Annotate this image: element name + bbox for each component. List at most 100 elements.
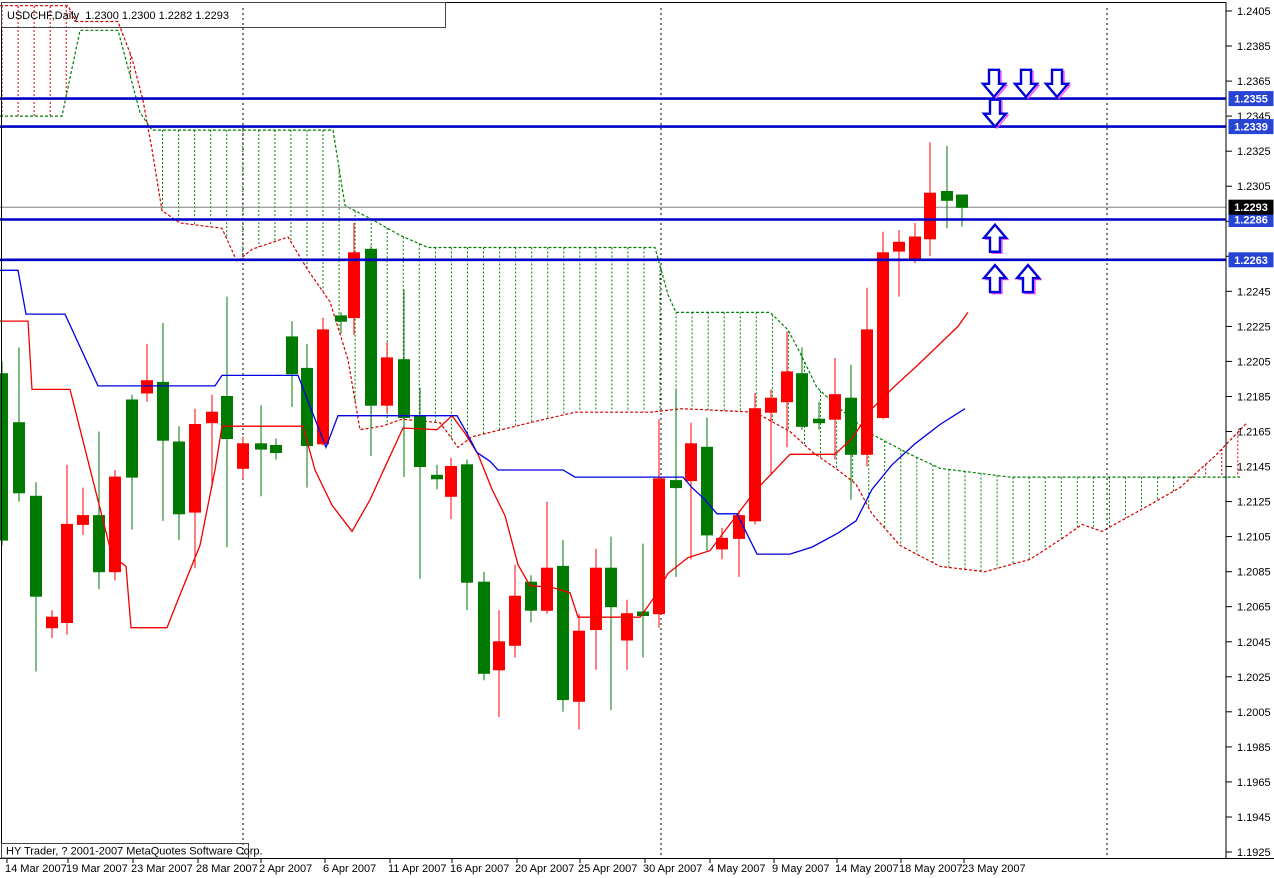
price-level-badge — [1228, 199, 1274, 215]
down-arrow-icon[interactable] — [980, 68, 1008, 99]
down-arrow-icon[interactable] — [1012, 68, 1040, 99]
candle-bear — [431, 474, 443, 480]
candle-bear — [398, 359, 410, 419]
price-tick-label: 1.2025 — [1237, 672, 1271, 684]
candle-bear — [301, 367, 313, 446]
candle-bear — [13, 422, 25, 494]
date-tick-label: 30 Apr 2007 — [643, 863, 702, 875]
down-arrow-icon[interactable] — [1043, 68, 1071, 99]
up-arrow-icon[interactable] — [1014, 263, 1042, 294]
candle-bear — [30, 495, 42, 597]
candle-bull — [381, 357, 393, 406]
date-tick-label: 11 Apr 2007 — [388, 863, 447, 875]
candle-bull — [909, 236, 921, 259]
price-tick-label: 1.2005 — [1237, 707, 1271, 719]
candle-bull — [493, 641, 505, 671]
candle-bull — [61, 523, 73, 624]
candle-bull — [109, 476, 121, 573]
candle-bear — [845, 397, 857, 455]
price-tick-label: 1.1945 — [1237, 812, 1271, 824]
candles-layer — [0, 142, 968, 730]
price-tick-label: 1.1925 — [1237, 847, 1271, 859]
date-tick-label: 18 May 2007 — [899, 863, 963, 875]
tenkan-sen — [0, 312, 969, 629]
price-level-badge-label: 1.2339 — [1234, 122, 1268, 134]
period-separators — [242, 8, 1108, 858]
date-tick-label: 20 Apr 2007 — [515, 863, 574, 875]
candle-bear — [557, 565, 569, 701]
candle-bear — [478, 581, 490, 674]
candle-bear — [605, 567, 617, 608]
candle-bull — [861, 329, 873, 455]
price-tick-label: 1.2065 — [1237, 602, 1271, 614]
tenkan-sen-line — [0, 312, 969, 629]
title-box — [1, 2, 446, 28]
candle-bull — [924, 192, 936, 240]
price-tick-label: 1.2385 — [1237, 41, 1271, 53]
candle-bull — [317, 329, 329, 445]
price-tick-label: 1.2085 — [1237, 567, 1271, 579]
price-level-badge — [1228, 252, 1274, 268]
candle-bear — [701, 446, 713, 536]
candle-bear — [461, 464, 473, 583]
chart-title: USDCHF,Daily 1.2300 1.2300 1.2282 1.2293 — [7, 10, 229, 22]
date-tick-label: 14 Mar 2007 — [5, 863, 67, 875]
price-axis: 1.24051.23851.23651.23451.23251.23051.22… — [1, 2, 1274, 859]
price-tick-label: 1.2245 — [1237, 286, 1271, 298]
candle-bull — [716, 537, 728, 550]
candle-bear — [414, 415, 426, 468]
price-tick-label: 1.2045 — [1237, 637, 1271, 649]
price-level-badge — [1228, 91, 1274, 107]
price-tick-label: 1.2205 — [1237, 356, 1271, 368]
candle-bull — [206, 411, 218, 424]
candle-bull — [509, 595, 521, 646]
kijun-sen-line — [0, 269, 966, 555]
price-tick-label: 1.2365 — [1237, 76, 1271, 88]
ichimoku-cloud — [0, 5, 1248, 573]
price-tick-label: 1.2185 — [1237, 392, 1271, 404]
horizontal-levels — [0, 97, 1226, 262]
candle-bull — [685, 443, 697, 482]
copyright-label: HY Trader, ? 2001-2007 MetaQuotes Softwa… — [6, 846, 263, 858]
candle-bear — [941, 191, 953, 201]
down-arrow-icon[interactable] — [981, 98, 1009, 129]
candle-bull — [621, 613, 633, 641]
candle-bear — [173, 441, 185, 515]
candle-bear — [670, 480, 682, 489]
copyright-box — [1, 843, 249, 859]
candle-bull — [749, 408, 761, 522]
candle-bear — [126, 399, 138, 478]
date-tick-label: 6 Apr 2007 — [323, 863, 376, 875]
candle-bull — [590, 567, 602, 631]
senkou-span-a-line — [0, 5, 1248, 573]
date-tick-label: 14 May 2007 — [835, 863, 899, 875]
candle-bear — [93, 515, 105, 573]
price-level-badge-label: 1.2286 — [1234, 215, 1268, 227]
price-tick-label: 1.2145 — [1237, 462, 1271, 474]
candle-bull — [237, 443, 249, 469]
candle-bear — [956, 194, 968, 208]
date-tick-label: 2 Apr 2007 — [259, 863, 312, 875]
date-tick-label: 28 Mar 2007 — [196, 863, 258, 875]
candle-bear — [335, 315, 347, 322]
price-tick-label: 1.2305 — [1237, 181, 1271, 193]
candle-bull — [445, 466, 457, 497]
candle-bull — [348, 252, 360, 319]
candle-bear — [813, 418, 825, 424]
price-tick-label: 1.2105 — [1237, 532, 1271, 544]
price-level-badge-label: 1.2263 — [1234, 255, 1268, 267]
senkou-span-b-line — [0, 29, 1240, 478]
up-arrow-icon[interactable] — [981, 222, 1009, 253]
candle-bull — [46, 616, 58, 629]
date-tick-label: 4 May 2007 — [708, 863, 765, 875]
candle-bear — [525, 581, 537, 611]
up-arrow-icon[interactable] — [981, 263, 1009, 294]
kijun-sen — [0, 269, 966, 555]
price-tick-label: 1.1965 — [1237, 777, 1271, 789]
price-level-badge-label: 1.2293 — [1234, 202, 1268, 214]
price-tick-label: 1.2325 — [1237, 146, 1271, 158]
price-tick-label: 1.2125 — [1237, 497, 1271, 509]
candle-bear — [796, 373, 808, 427]
